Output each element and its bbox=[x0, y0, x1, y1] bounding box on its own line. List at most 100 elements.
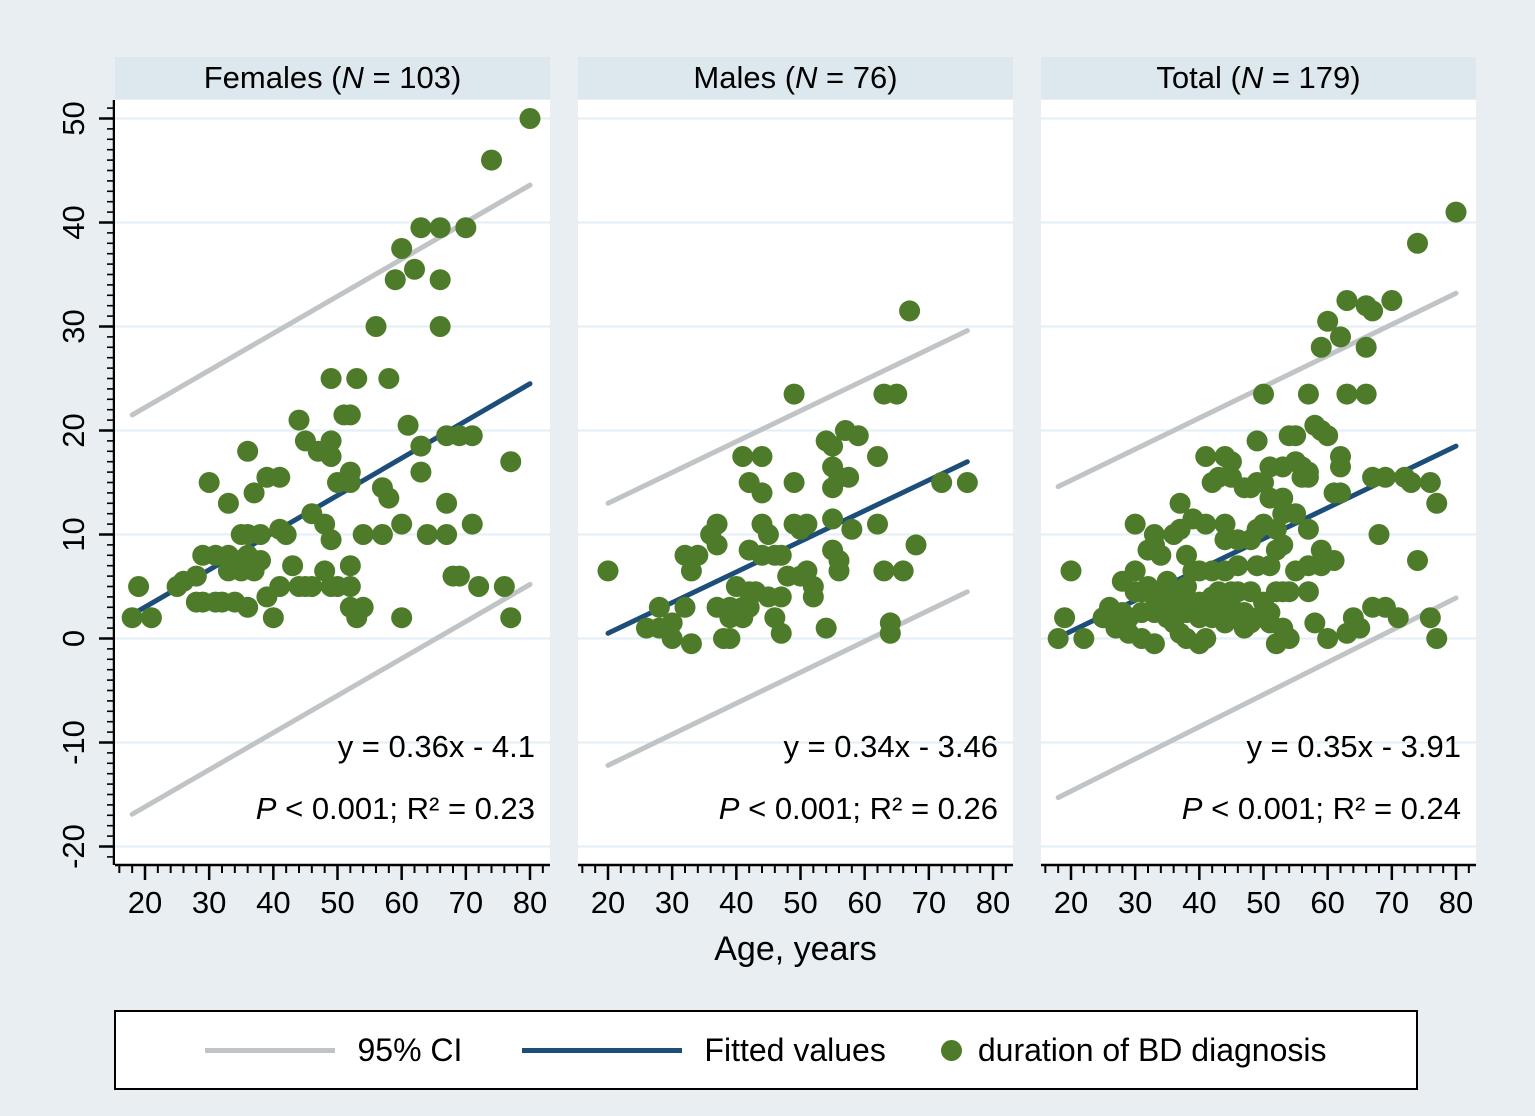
data-point bbox=[448, 565, 470, 587]
data-point bbox=[879, 622, 901, 644]
data-point bbox=[269, 466, 291, 488]
data-point bbox=[1330, 326, 1352, 348]
data-point bbox=[1176, 544, 1198, 566]
ci-line bbox=[1055, 595, 1459, 801]
data-point bbox=[429, 217, 451, 239]
data-point bbox=[410, 217, 432, 239]
data-point bbox=[429, 269, 451, 291]
data-point bbox=[1047, 628, 1069, 649]
x-tick-label: 20 bbox=[128, 885, 162, 920]
regression-equation: y = 0.35x - 3.91 bbox=[1246, 729, 1461, 764]
data-point bbox=[1233, 617, 1255, 639]
data-point bbox=[1374, 466, 1396, 488]
data-point bbox=[391, 513, 413, 535]
data-point bbox=[391, 607, 413, 629]
panel-title: Females (N = 103) bbox=[204, 60, 462, 95]
y-tick-label: -20 bbox=[56, 824, 91, 869]
data-point bbox=[121, 607, 143, 629]
data-point bbox=[243, 560, 265, 582]
data-point bbox=[783, 383, 805, 405]
fitted-line-sample bbox=[522, 1047, 683, 1053]
data-point bbox=[1445, 201, 1467, 223]
data-point bbox=[892, 560, 914, 582]
data-point bbox=[346, 368, 368, 389]
panel-title: Total (N = 179) bbox=[1156, 60, 1360, 95]
x-tick-label: 50 bbox=[1246, 885, 1280, 920]
data-point bbox=[1195, 513, 1217, 535]
y-tick-label: 30 bbox=[56, 309, 91, 343]
data-point bbox=[173, 570, 195, 592]
panel-header bbox=[1041, 57, 1476, 99]
data-point bbox=[732, 446, 754, 467]
data-point bbox=[1246, 430, 1268, 452]
x-tick-label: 60 bbox=[847, 885, 881, 920]
data-point bbox=[140, 607, 162, 629]
data-point bbox=[1227, 555, 1249, 577]
data-point bbox=[1400, 472, 1422, 493]
data-point bbox=[706, 513, 728, 535]
data-point bbox=[320, 368, 342, 389]
data-point bbox=[493, 576, 515, 597]
data-point bbox=[1381, 290, 1403, 311]
data-point bbox=[339, 555, 361, 577]
data-point bbox=[275, 524, 297, 545]
data-point bbox=[1124, 513, 1146, 535]
data-point bbox=[391, 238, 413, 259]
data-point bbox=[796, 513, 818, 535]
data-point bbox=[282, 555, 304, 577]
y-axis: -20 -10 0 10 20 30 40 50 bbox=[56, 100, 115, 869]
data-point bbox=[822, 477, 844, 499]
data-point bbox=[1150, 544, 1172, 566]
data-point bbox=[841, 518, 863, 540]
x-tick-label: 40 bbox=[1182, 885, 1216, 920]
data-point bbox=[1278, 581, 1300, 603]
data-point bbox=[680, 560, 702, 582]
data-point bbox=[1131, 602, 1153, 623]
data-point bbox=[1355, 336, 1377, 358]
data-point bbox=[1201, 560, 1223, 582]
data-point bbox=[1362, 300, 1384, 322]
data-point bbox=[436, 492, 458, 514]
x-tick-label: 50 bbox=[783, 885, 817, 920]
x-tick-label: 70 bbox=[912, 885, 946, 920]
x-tick-label: 40 bbox=[256, 885, 290, 920]
data-point bbox=[250, 524, 272, 545]
data-point bbox=[378, 368, 400, 389]
data-point bbox=[706, 534, 728, 556]
ci-line-sample bbox=[205, 1047, 336, 1053]
data-point bbox=[371, 524, 393, 545]
data-point bbox=[339, 404, 361, 426]
legend-scatter-label: duration of BD diagnosis bbox=[977, 1031, 1327, 1068]
data-point bbox=[404, 258, 426, 280]
x-tick-label: 20 bbox=[1054, 885, 1088, 920]
data-point bbox=[128, 576, 150, 597]
data-point bbox=[783, 472, 805, 493]
data-point bbox=[931, 472, 953, 493]
x-tick-label: 60 bbox=[384, 885, 418, 920]
panel-total: Total (N = 179) y = 0.35x - 3.91 P < 0.001… bbox=[1041, 57, 1476, 920]
data-point bbox=[822, 435, 844, 457]
data-point bbox=[905, 534, 927, 556]
y-tick-label: 40 bbox=[56, 205, 91, 239]
data-point bbox=[1285, 425, 1307, 447]
scatter-dot-sample bbox=[940, 1039, 962, 1061]
data-point bbox=[288, 409, 310, 431]
data-point bbox=[410, 435, 432, 457]
data-point bbox=[828, 560, 850, 582]
data-point bbox=[346, 607, 368, 629]
data-point bbox=[500, 451, 522, 473]
data-point bbox=[1419, 607, 1441, 629]
y-tick-label: 50 bbox=[56, 101, 91, 135]
data-point bbox=[1169, 492, 1191, 514]
x-tick-label: 30 bbox=[655, 885, 689, 920]
data-point bbox=[732, 607, 754, 629]
data-point bbox=[410, 461, 432, 483]
data-point bbox=[217, 492, 239, 514]
data-point bbox=[269, 576, 291, 597]
data-point bbox=[1143, 633, 1165, 655]
data-point bbox=[352, 524, 374, 545]
data-point bbox=[1426, 628, 1448, 649]
data-point bbox=[1214, 513, 1236, 535]
data-point bbox=[1195, 446, 1217, 467]
data-point bbox=[429, 316, 451, 337]
